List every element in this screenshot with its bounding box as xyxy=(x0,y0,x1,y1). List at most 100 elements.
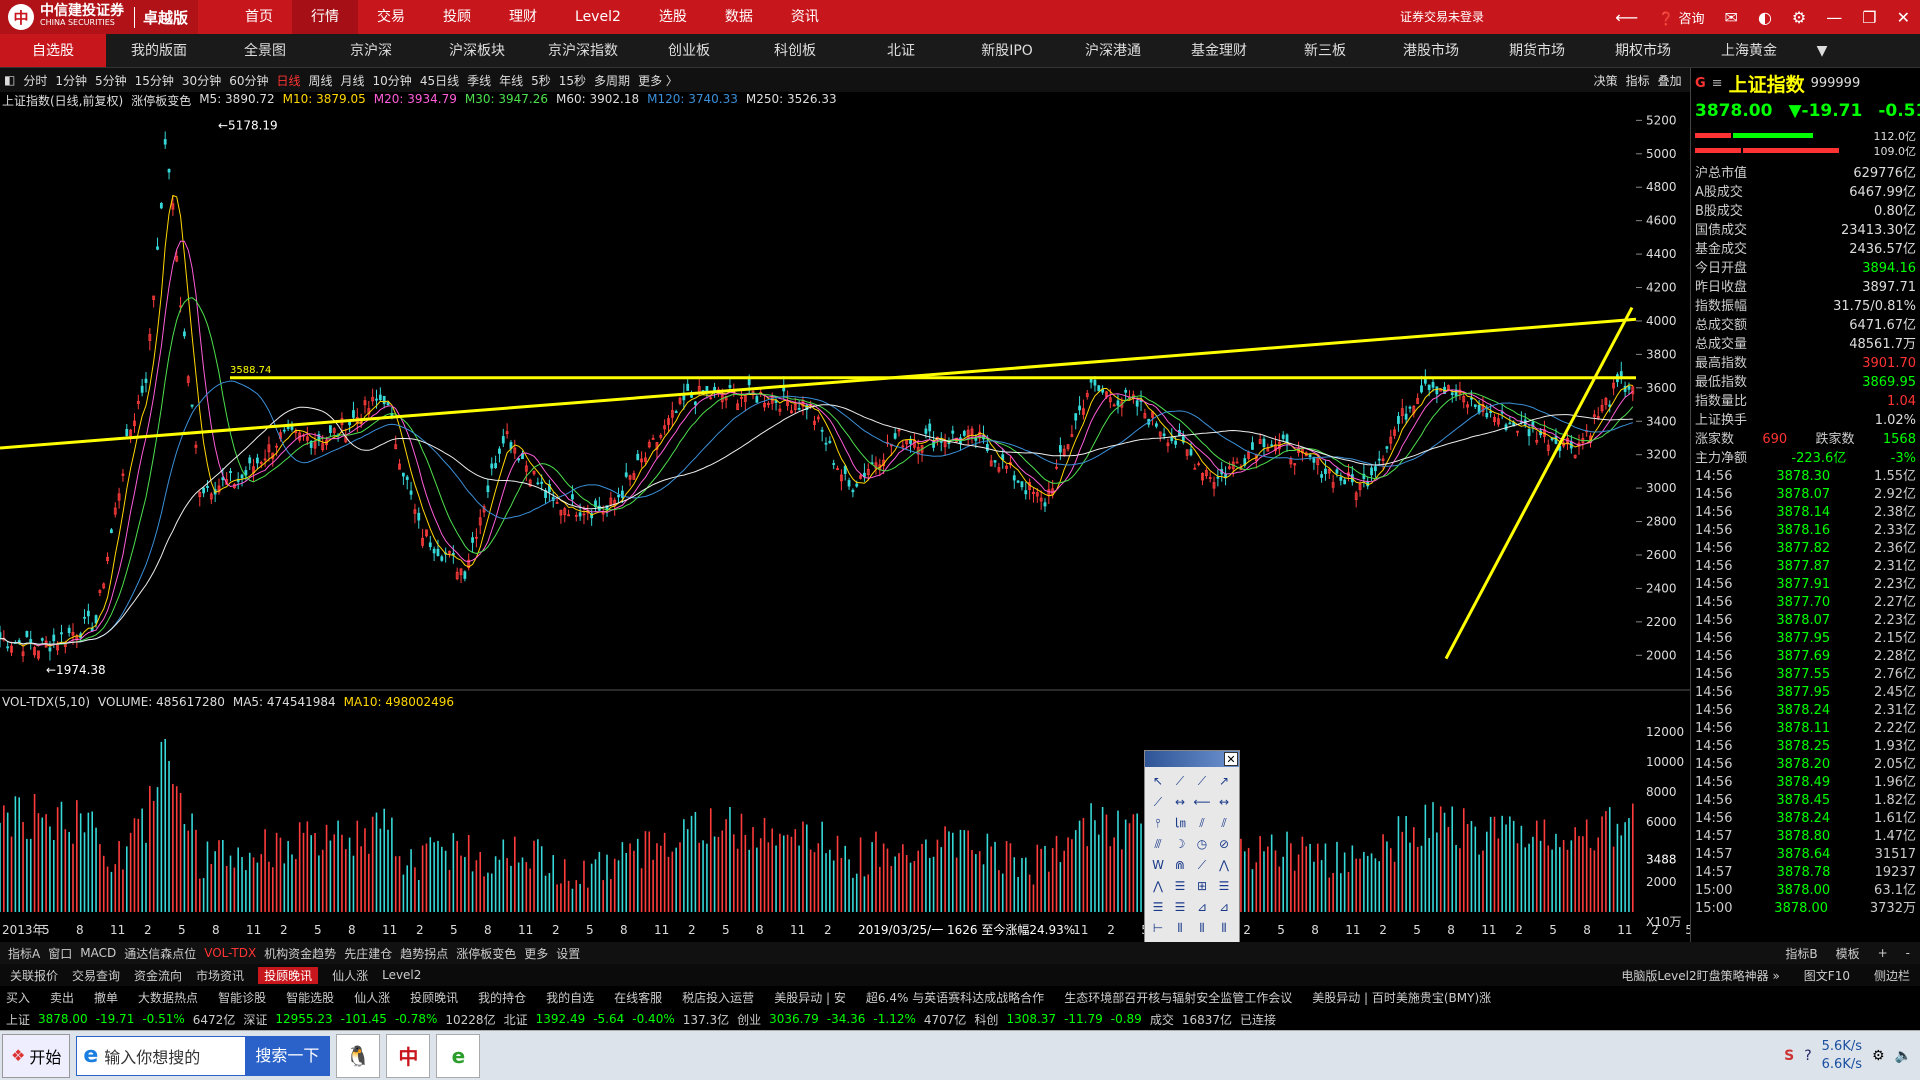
bar-tab[interactable]: 趋势拐点 xyxy=(400,946,449,961)
draw-tool-icon[interactable]: ⊿ xyxy=(1196,900,1208,914)
search-input[interactable]: 输入你想搜的 xyxy=(104,1047,201,1067)
period-option[interactable]: 多周期 xyxy=(594,73,631,88)
restore-icon[interactable]: ❐ xyxy=(1862,7,1877,27)
quick-action[interactable]: 智能诊股 xyxy=(218,990,267,1005)
bar-right-item[interactable]: 模板 xyxy=(1835,946,1860,961)
draw-tool-icon[interactable]: ㏐ xyxy=(1173,816,1186,830)
search-button[interactable]: 搜索一下 xyxy=(245,1035,330,1076)
broker-app-icon[interactable]: 中 xyxy=(386,1033,431,1078)
topnav-item[interactable]: 资讯 xyxy=(790,9,819,25)
period-option[interactable]: 10分钟 xyxy=(372,73,412,88)
bar-right-item[interactable]: 电脑版Level2盯盘策略神器 » xyxy=(1621,968,1780,983)
market-tab[interactable]: 期权市场 xyxy=(1615,42,1671,59)
draw-tool-icon[interactable]: ⦀ xyxy=(1199,921,1205,935)
chart-tool-button[interactable]: 叠加 xyxy=(1657,73,1682,88)
news-ticker-item[interactable]: 超6.4% 与英语赛科达成战略合作 xyxy=(865,990,1045,1005)
skin-icon[interactable]: ◐ xyxy=(1757,7,1772,27)
draw-tool-icon[interactable]: ↔ xyxy=(1174,795,1186,809)
bar-tab[interactable]: 交易查询 xyxy=(72,968,121,983)
chart-tool-button[interactable]: 指标 xyxy=(1625,73,1650,88)
period-option[interactable]: 45日线 xyxy=(419,73,460,88)
draw-tool-icon[interactable]: ⟋ xyxy=(1153,795,1163,809)
bar-right-item[interactable]: 侧边栏 xyxy=(1873,968,1910,983)
quick-action[interactable]: 卖出 xyxy=(50,990,75,1005)
menu-icon[interactable]: ≡ xyxy=(1711,75,1723,91)
bar-tab[interactable]: 先庄建仓 xyxy=(344,946,393,961)
bar-tab[interactable]: 关联报价 xyxy=(10,968,59,983)
layout-icon[interactable]: ◧ xyxy=(4,73,16,87)
bar-tab[interactable]: 指标A xyxy=(8,946,41,961)
mail-icon[interactable]: ✉ xyxy=(1724,7,1738,27)
qq-app-icon[interactable]: 🐧 xyxy=(336,1033,381,1078)
draw-tool-icon[interactable]: ↔ xyxy=(1218,795,1230,809)
period-option[interactable]: 1分钟 xyxy=(55,73,87,88)
market-tab[interactable]: 我的版面 xyxy=(131,42,187,59)
help-icon[interactable]: ? xyxy=(1804,1048,1812,1064)
draw-tool-icon[interactable]: ☰ xyxy=(1174,900,1186,914)
topnav-item[interactable]: 交易 xyxy=(377,9,406,25)
period-option[interactable]: 60分钟 xyxy=(229,73,269,88)
market-tab[interactable]: 沪深板块 xyxy=(449,42,505,59)
close-icon[interactable]: ✕ xyxy=(1896,7,1910,27)
draw-tool-icon[interactable]: ⊘ xyxy=(1218,837,1230,851)
market-tab[interactable]: 基金理财 xyxy=(1191,42,1247,59)
bar-tab[interactable]: 设置 xyxy=(556,946,581,961)
period-option[interactable]: 5秒 xyxy=(531,73,551,88)
bar-right-item[interactable]: 指标B xyxy=(1785,946,1818,961)
bar-tab[interactable]: 通达信森点位 xyxy=(124,946,197,961)
tick-list[interactable]: 14:56 3878.30 1.55亿 14:56 3878.07 2.92亿 14:56 3… xyxy=(1691,468,1920,918)
draw-tool-icon[interactable]: ⟋ xyxy=(1197,858,1207,872)
quick-action[interactable]: 大数据热点 xyxy=(138,990,199,1005)
bar-right-item[interactable]: 图文F10 xyxy=(1803,968,1850,983)
draw-tool-icon[interactable]: ⫯ xyxy=(1155,816,1161,830)
market-tab[interactable]: 北证 xyxy=(887,42,915,59)
bar-tab[interactable]: 资金流向 xyxy=(134,968,183,983)
bar-tab[interactable]: 仙人涨 xyxy=(332,968,369,983)
news-ticker-item[interactable]: 税店投入运营 xyxy=(682,990,755,1005)
news-ticker-item[interactable]: 美股异动 | 安 xyxy=(774,990,846,1005)
draw-tool-icon[interactable]: ⋒ xyxy=(1174,858,1186,872)
draw-tool-icon[interactable]: ⦀ xyxy=(1221,921,1227,935)
start-button[interactable]: ❖ 开始 xyxy=(2,1033,71,1078)
draw-tool-icon[interactable]: ↖ xyxy=(1152,774,1164,788)
bar-tab[interactable]: 市场资讯 xyxy=(196,968,245,983)
period-option[interactable]: 30分钟 xyxy=(181,73,222,88)
draw-tool-icon[interactable]: ⟋ xyxy=(1197,774,1207,788)
quick-action[interactable]: 投顾晚讯 xyxy=(410,990,459,1005)
period-option[interactable]: 15秒 xyxy=(558,73,587,88)
news-ticker-item[interactable]: 生态环境部召开核与辐射安全监管工作会议 xyxy=(1064,990,1293,1005)
back-icon[interactable]: ⟵ xyxy=(1615,7,1639,27)
quick-action[interactable]: 仙人涨 xyxy=(354,990,391,1005)
topnav-item[interactable]: 投顾 xyxy=(443,9,472,25)
quick-action[interactable]: 智能选股 xyxy=(286,990,335,1005)
topnav-item[interactable]: 数据 xyxy=(724,9,753,25)
period-option[interactable]: 5分钟 xyxy=(95,73,127,88)
market-tab[interactable]: 自选股 xyxy=(0,34,106,67)
tray-apps-icon[interactable]: ⚙ xyxy=(1872,1048,1885,1064)
bar-tab[interactable]: Level2 xyxy=(382,968,422,982)
more-dropdown-icon[interactable]: ▼ xyxy=(1816,42,1828,59)
period-option[interactable]: 日线 xyxy=(276,73,301,88)
login-status[interactable]: 证券交易未登录 xyxy=(1400,10,1485,24)
topnav-item[interactable]: Level2 xyxy=(575,9,621,25)
quick-action[interactable]: 我的自选 xyxy=(546,990,595,1005)
bar-right-item[interactable]: - xyxy=(1905,946,1910,960)
period-option[interactable]: 季线 xyxy=(467,73,492,88)
quick-action[interactable]: 买入 xyxy=(6,990,31,1005)
market-tab[interactable]: 新三板 xyxy=(1304,42,1346,59)
market-tab[interactable]: 科创板 xyxy=(774,42,816,59)
bar-tab[interactable]: 更多 xyxy=(524,946,549,961)
news-ticker-item[interactable]: 美股异动 | 百时美施贵宝(BMY)涨 xyxy=(1312,990,1492,1005)
draw-tool-icon[interactable]: ☰ xyxy=(1152,900,1164,914)
draw-tool-icon[interactable]: ⊿ xyxy=(1218,900,1230,914)
sogou-icon[interactable]: S xyxy=(1784,1048,1795,1064)
bar-tab[interactable]: 投顾晚讯 xyxy=(258,966,319,984)
draw-tool-icon[interactable]: ☰ xyxy=(1174,879,1186,893)
quick-action[interactable]: 撤单 xyxy=(94,990,119,1005)
quick-action[interactable]: 我的持仓 xyxy=(478,990,527,1005)
period-option[interactable]: 周线 xyxy=(308,73,333,88)
draw-tool-icon[interactable]: ⟵ xyxy=(1193,795,1211,809)
market-tab[interactable]: 京沪深指数 xyxy=(548,42,618,59)
search-box[interactable]: e 输入你想搜的 搜索一下 xyxy=(76,1035,331,1076)
draw-tool-icon[interactable]: ⦀ xyxy=(1177,921,1183,935)
